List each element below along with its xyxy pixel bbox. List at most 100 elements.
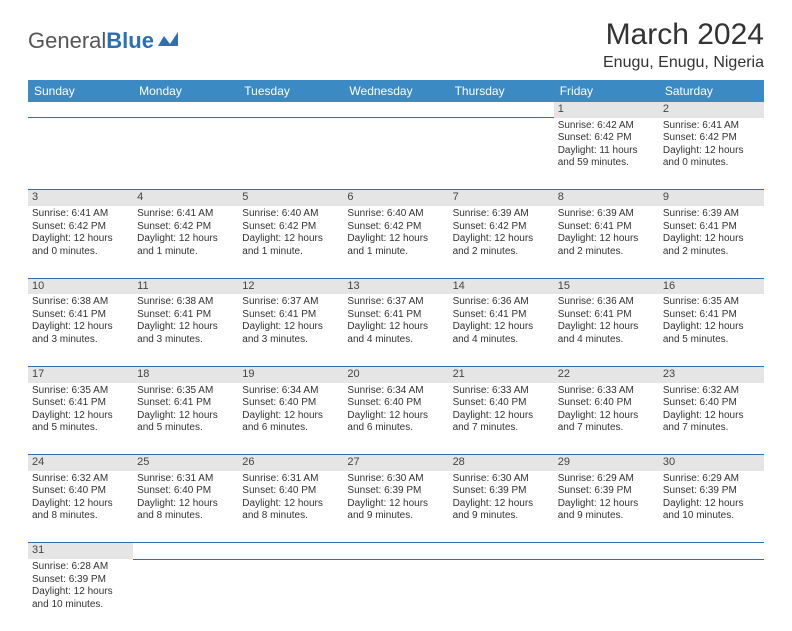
day-number — [133, 543, 238, 559]
day-cell: Sunrise: 6:41 AM Sunset: 6:42 PM Dayligh… — [28, 206, 133, 278]
weekday-header-row: Sunday Monday Tuesday Wednesday Thursday… — [28, 80, 764, 102]
day-cell: Sunrise: 6:40 AM Sunset: 6:42 PM Dayligh… — [343, 206, 448, 278]
day-number: 20 — [343, 366, 448, 382]
day-cell-text: Sunrise: 6:31 AM Sunset: 6:40 PM Dayligh… — [137, 473, 218, 522]
weekday-header: Saturday — [659, 80, 764, 102]
day-cell-text: Sunrise: 6:41 AM Sunset: 6:42 PM Dayligh… — [137, 208, 218, 257]
day-cell-text: Sunrise: 6:35 AM Sunset: 6:41 PM Dayligh… — [32, 385, 113, 434]
day-cell: Sunrise: 6:41 AM Sunset: 6:42 PM Dayligh… — [133, 206, 238, 278]
weekday-header: Wednesday — [343, 80, 448, 102]
weekday-header: Thursday — [449, 80, 554, 102]
day-cell: Sunrise: 6:30 AM Sunset: 6:39 PM Dayligh… — [343, 471, 448, 543]
day-cell: Sunrise: 6:39 AM Sunset: 6:41 PM Dayligh… — [659, 206, 764, 278]
day-cell: Sunrise: 6:29 AM Sunset: 6:39 PM Dayligh… — [554, 471, 659, 543]
day-cell-text: Sunrise: 6:40 AM Sunset: 6:42 PM Dayligh… — [242, 208, 323, 257]
weekday-header: Friday — [554, 80, 659, 102]
day-cell-text: Sunrise: 6:39 AM Sunset: 6:41 PM Dayligh… — [663, 208, 744, 257]
day-cell-text: Sunrise: 6:29 AM Sunset: 6:39 PM Dayligh… — [558, 473, 639, 522]
day-cell: Sunrise: 6:35 AM Sunset: 6:41 PM Dayligh… — [133, 383, 238, 455]
day-number: 1 — [554, 102, 659, 118]
day-cell-text: Sunrise: 6:32 AM Sunset: 6:40 PM Dayligh… — [32, 473, 113, 522]
month-title: March 2024 — [603, 18, 764, 52]
day-cell: Sunrise: 6:31 AM Sunset: 6:40 PM Dayligh… — [238, 471, 343, 543]
day-cell: Sunrise: 6:33 AM Sunset: 6:40 PM Dayligh… — [449, 383, 554, 455]
logo-text-blue: Blue — [106, 28, 154, 54]
day-number: 2 — [659, 102, 764, 118]
day-content-row: Sunrise: 6:28 AM Sunset: 6:39 PM Dayligh… — [28, 559, 764, 631]
day-cell — [238, 559, 343, 631]
day-cell-text: Sunrise: 6:35 AM Sunset: 6:41 PM Dayligh… — [663, 296, 744, 345]
day-number: 10 — [28, 278, 133, 294]
day-number: 29 — [554, 455, 659, 471]
day-cell: Sunrise: 6:35 AM Sunset: 6:41 PM Dayligh… — [659, 294, 764, 366]
day-number — [343, 102, 448, 118]
day-number — [343, 543, 448, 559]
day-number: 15 — [554, 278, 659, 294]
daynum-row: 3456789 — [28, 190, 764, 206]
day-number: 22 — [554, 366, 659, 382]
day-cell — [449, 118, 554, 190]
day-number: 7 — [449, 190, 554, 206]
day-number: 27 — [343, 455, 448, 471]
day-number: 5 — [238, 190, 343, 206]
day-cell-text: Sunrise: 6:33 AM Sunset: 6:40 PM Dayligh… — [453, 385, 534, 434]
day-cell-text: Sunrise: 6:29 AM Sunset: 6:39 PM Dayligh… — [663, 473, 744, 522]
location-text: Enugu, Enugu, Nigeria — [603, 54, 764, 72]
day-cell-text: Sunrise: 6:37 AM Sunset: 6:41 PM Dayligh… — [242, 296, 323, 345]
day-number: 23 — [659, 366, 764, 382]
day-number: 4 — [133, 190, 238, 206]
daynum-row: 10111213141516 — [28, 278, 764, 294]
day-cell — [554, 559, 659, 631]
day-number: 3 — [28, 190, 133, 206]
flag-icon — [158, 28, 182, 54]
day-cell: Sunrise: 6:37 AM Sunset: 6:41 PM Dayligh… — [238, 294, 343, 366]
day-cell: Sunrise: 6:38 AM Sunset: 6:41 PM Dayligh… — [28, 294, 133, 366]
day-cell: Sunrise: 6:35 AM Sunset: 6:41 PM Dayligh… — [28, 383, 133, 455]
day-number — [28, 102, 133, 118]
day-cell-text: Sunrise: 6:34 AM Sunset: 6:40 PM Dayligh… — [347, 385, 428, 434]
day-number — [449, 543, 554, 559]
day-cell-text: Sunrise: 6:37 AM Sunset: 6:41 PM Dayligh… — [347, 296, 428, 345]
day-cell-text: Sunrise: 6:40 AM Sunset: 6:42 PM Dayligh… — [347, 208, 428, 257]
day-cell-text: Sunrise: 6:39 AM Sunset: 6:41 PM Dayligh… — [558, 208, 639, 257]
day-number: 6 — [343, 190, 448, 206]
day-number — [659, 543, 764, 559]
day-content-row: Sunrise: 6:35 AM Sunset: 6:41 PM Dayligh… — [28, 383, 764, 455]
day-cell-text: Sunrise: 6:39 AM Sunset: 6:42 PM Dayligh… — [453, 208, 534, 257]
day-cell: Sunrise: 6:36 AM Sunset: 6:41 PM Dayligh… — [554, 294, 659, 366]
day-cell: Sunrise: 6:37 AM Sunset: 6:41 PM Dayligh… — [343, 294, 448, 366]
day-cell: Sunrise: 6:32 AM Sunset: 6:40 PM Dayligh… — [28, 471, 133, 543]
logo-text-general: General — [28, 28, 106, 54]
day-cell-text: Sunrise: 6:35 AM Sunset: 6:41 PM Dayligh… — [137, 385, 218, 434]
day-number: 21 — [449, 366, 554, 382]
day-number: 11 — [133, 278, 238, 294]
day-cell: Sunrise: 6:42 AM Sunset: 6:42 PM Dayligh… — [554, 118, 659, 190]
day-number: 17 — [28, 366, 133, 382]
day-cell — [238, 118, 343, 190]
day-cell-text: Sunrise: 6:36 AM Sunset: 6:41 PM Dayligh… — [558, 296, 639, 345]
day-number: 12 — [238, 278, 343, 294]
weekday-header: Tuesday — [238, 80, 343, 102]
day-number: 18 — [133, 366, 238, 382]
day-content-row: Sunrise: 6:42 AM Sunset: 6:42 PM Dayligh… — [28, 118, 764, 190]
day-cell-text: Sunrise: 6:41 AM Sunset: 6:42 PM Dayligh… — [663, 120, 744, 169]
day-cell-text: Sunrise: 6:42 AM Sunset: 6:42 PM Dayligh… — [558, 120, 638, 169]
day-number: 28 — [449, 455, 554, 471]
day-number: 31 — [28, 543, 133, 559]
day-cell: Sunrise: 6:36 AM Sunset: 6:41 PM Dayligh… — [449, 294, 554, 366]
day-cell: Sunrise: 6:32 AM Sunset: 6:40 PM Dayligh… — [659, 383, 764, 455]
day-number — [133, 102, 238, 118]
day-cell: Sunrise: 6:29 AM Sunset: 6:39 PM Dayligh… — [659, 471, 764, 543]
day-cell — [343, 559, 448, 631]
day-cell — [133, 118, 238, 190]
weekday-header: Sunday — [28, 80, 133, 102]
day-cell: Sunrise: 6:34 AM Sunset: 6:40 PM Dayligh… — [343, 383, 448, 455]
day-cell: Sunrise: 6:33 AM Sunset: 6:40 PM Dayligh… — [554, 383, 659, 455]
day-cell: Sunrise: 6:28 AM Sunset: 6:39 PM Dayligh… — [28, 559, 133, 631]
day-number — [238, 102, 343, 118]
day-cell: Sunrise: 6:39 AM Sunset: 6:41 PM Dayligh… — [554, 206, 659, 278]
weekday-header: Monday — [133, 80, 238, 102]
day-number: 13 — [343, 278, 448, 294]
day-content-row: Sunrise: 6:38 AM Sunset: 6:41 PM Dayligh… — [28, 294, 764, 366]
day-cell: Sunrise: 6:34 AM Sunset: 6:40 PM Dayligh… — [238, 383, 343, 455]
